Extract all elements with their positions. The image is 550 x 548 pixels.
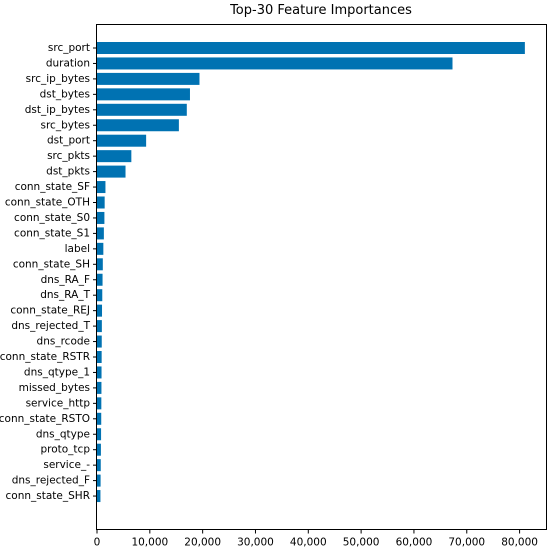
- bar-dns_rejected_T: [97, 320, 102, 333]
- y-tick-label: duration: [46, 57, 90, 69]
- y-tick-label: conn_state_OTH: [5, 197, 90, 209]
- bar-label: [97, 242, 104, 255]
- bar-service_-: [97, 459, 101, 472]
- bar-conn_state_SH: [97, 258, 103, 271]
- bar-dst_bytes: [97, 88, 190, 101]
- y-tick-label: src_pkts: [47, 150, 90, 162]
- y-tick-label: dst_bytes: [40, 88, 90, 100]
- x-tick-label: 0: [94, 537, 101, 548]
- bar-src_port: [97, 42, 525, 54]
- bar-src_pkts: [97, 150, 132, 163]
- y-tick-label: src_ip_bytes: [26, 73, 90, 85]
- bar-dst_port: [97, 134, 147, 147]
- bar-src_ip_bytes: [97, 72, 200, 85]
- y-tick-label: proto_tcp: [40, 444, 90, 456]
- y-tick-label: service_-: [43, 459, 90, 471]
- y-tick-label: dst_pkts: [46, 166, 90, 178]
- y-tick-label: dns_RA_T: [40, 289, 90, 301]
- x-tick-label: 10,000: [131, 537, 168, 548]
- y-tick-label: conn_state_REJ: [10, 305, 90, 317]
- y-tick-label: dst_ip_bytes: [25, 104, 90, 116]
- y-tick-label: conn_state_RSTR: [0, 351, 90, 363]
- bar-conn_state_S0: [97, 211, 105, 224]
- bar-src_bytes: [97, 119, 179, 132]
- y-tick-label: dns_rcode: [37, 336, 90, 348]
- y-tick-label: src_port: [48, 42, 90, 54]
- x-tick-label: 20,000: [184, 537, 221, 548]
- bar-dns_qtype_1: [97, 366, 102, 379]
- bar-conn_state_RSTR: [97, 351, 102, 363]
- bar-dns_qtype: [97, 428, 102, 441]
- y-tick-label: conn_state_S0: [14, 212, 90, 224]
- y-tick-label: dst_port: [47, 135, 90, 147]
- y-tick-label: conn_state_SF: [15, 181, 90, 193]
- bar-dst_pkts: [97, 165, 126, 178]
- y-tick-label: label: [65, 243, 90, 255]
- y-tick-label: dns_rejected_T: [11, 320, 90, 332]
- x-tick-label: 60,000: [396, 537, 433, 548]
- x-ticks: 0 10,000 20,000 30,000 40,000 50,000 60,000 70,…: [94, 529, 538, 548]
- bar-conn_state_SHR: [97, 490, 101, 503]
- bar-dns_rejected_F: [97, 474, 101, 487]
- y-tick-label: conn_state_S1: [14, 227, 90, 239]
- bar-dns_RA_F: [97, 273, 103, 286]
- x-tick-label: 70,000: [448, 537, 485, 548]
- bar-conn_state_RSTO: [97, 412, 102, 425]
- bar-conn_state_SF: [97, 181, 106, 194]
- y-tick-label: dns_rejected_F: [12, 475, 90, 487]
- x-tick-label: 40,000: [290, 537, 327, 548]
- y-tick-label: conn_state_SHR: [6, 490, 90, 502]
- bar-missed_bytes: [97, 381, 102, 394]
- y-tick-label: dns_qtype: [36, 428, 90, 440]
- bar-proto_tcp: [97, 443, 101, 456]
- y-tick-label: dns_qtype_1: [24, 366, 90, 378]
- bar-dst_ip_bytes: [97, 103, 187, 116]
- bar-conn_state_OTH: [97, 196, 105, 209]
- plot-frame: [96, 24, 547, 530]
- bar-conn_state_S1: [97, 227, 104, 240]
- bar-conn_state_REJ: [97, 304, 103, 317]
- y-tick-label: missed_bytes: [19, 382, 90, 394]
- y-tick-labels: src_port duration src_ip_bytes dst_bytesdst…: [0, 42, 97, 502]
- bar-duration: [97, 57, 453, 70]
- bar-dns_rcode: [97, 335, 102, 348]
- bar-service_http: [97, 397, 102, 410]
- y-tick-label: service_http: [26, 397, 91, 409]
- bars-group: [97, 42, 525, 503]
- x-tick-label: 80,000: [501, 537, 538, 548]
- x-tick-label: 30,000: [237, 537, 274, 548]
- y-tick-label: dns_RA_F: [41, 274, 90, 286]
- y-tick-label: conn_state_SH: [13, 258, 90, 270]
- bar-dns_RA_T: [97, 289, 103, 302]
- chart-title: Top-30 Feature Importances: [229, 3, 412, 18]
- y-tick-label: src_bytes: [40, 119, 90, 131]
- x-tick-label: 50,000: [343, 537, 380, 548]
- y-tick-label: conn_state_RSTO: [0, 413, 90, 425]
